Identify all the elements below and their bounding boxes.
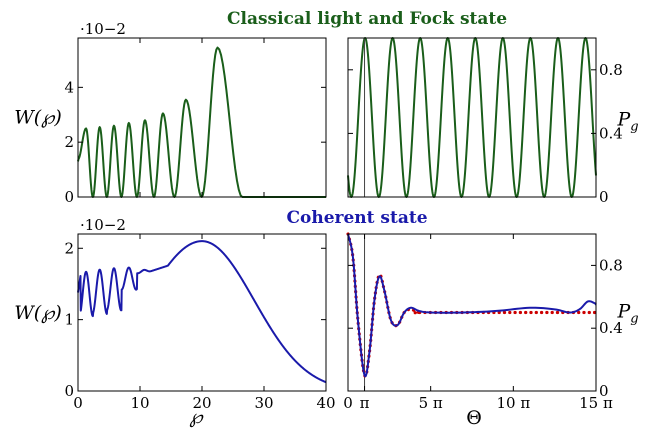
y-scale-label: ·10−2 [80,20,126,38]
x-tick-label: 0 [343,394,353,412]
y-axis-label-subscript: g [630,312,638,327]
axes-frame [77,233,327,392]
x-tick-label: 5 π [419,394,443,412]
x-axis-label: Θ [466,407,482,429]
x-tick-label: π [360,394,370,412]
y-tick-label: 0 [64,382,74,400]
y-axis-label-subscript: g [630,120,638,135]
y-tick-label: 0.8 [599,256,623,274]
panel-fock-wigner: 0 2 4 ·10−2 W(℘) [14,20,327,206]
y-tick-label: 0.4 [599,124,623,142]
axes-frame [77,37,327,198]
y-tick-label: 0 [599,382,609,400]
series-line-approx [346,232,598,378]
x-tick-label: 10 π [496,394,530,412]
x-axis-label: ℘ [189,406,204,428]
series-line-fock-pg [347,37,597,198]
y-tick-label: 1 [64,311,74,329]
y-axis-label: W(℘) [14,107,62,129]
panel-fock-pg: 00.40.8Pg [347,37,639,206]
x-tick-label: 40 [316,394,335,412]
y-tick-label: 0.8 [599,61,623,79]
y-tick-label: 0 [64,188,74,206]
y-tick-label: 2 [64,239,74,257]
y-scale-label: ·10−2 [80,216,126,234]
y-tick-label: 2 [64,133,74,151]
axes-frame [347,233,597,392]
x-tick-label: 20 [192,394,211,412]
series-line-coherent-wigner [77,240,327,384]
x-tick-label: 0 [73,394,83,412]
x-tick-label: 15 π [579,394,613,412]
x-tick-label: 30 [254,394,273,412]
title-bottom: Coherent state [286,208,427,228]
axes-frame [347,37,597,198]
y-tick-label: 0 [599,188,609,206]
y-axis-label: W(℘) [14,302,62,324]
series-line-fock-wigner [77,46,326,198]
y-tick-label: 0.4 [599,319,623,337]
x-tick-label: 10 [130,394,149,412]
y-tick-label: 4 [64,78,74,96]
series-line-exact [347,233,597,378]
title-top: Classical light and Fock state [227,9,507,29]
